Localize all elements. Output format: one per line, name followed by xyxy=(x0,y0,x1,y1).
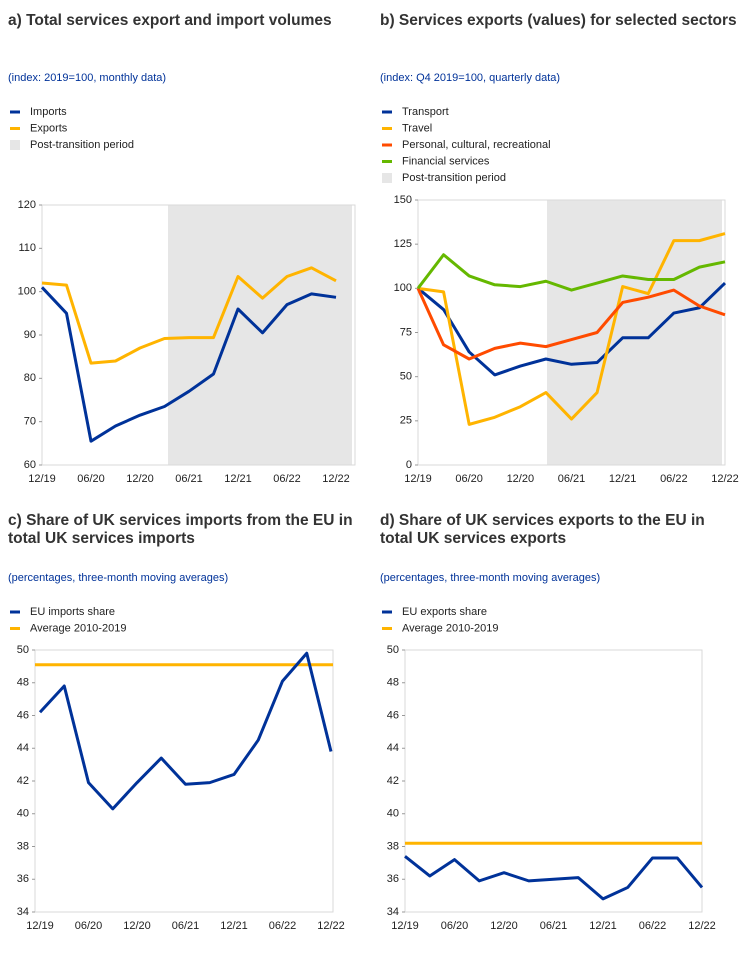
y-tick-label: 60 xyxy=(24,459,36,471)
x-tick-label: 06/22 xyxy=(660,473,688,485)
y-tick-label: 34 xyxy=(387,906,399,918)
x-tick-label: 12/19 xyxy=(28,473,56,485)
series-line xyxy=(416,253,726,292)
y-tick-label: 150 xyxy=(394,194,412,206)
x-tick-label: 12/22 xyxy=(322,473,350,485)
x-tick-label: 12/22 xyxy=(711,473,739,485)
x-tick-label: 06/22 xyxy=(273,473,301,485)
y-tick-label: 80 xyxy=(24,372,36,384)
shaded-region xyxy=(168,205,352,465)
legend-label: Exports xyxy=(30,122,68,134)
y-tick-label: 0 xyxy=(406,459,412,471)
y-tick-label: 125 xyxy=(394,238,412,250)
x-tick-label: 12/20 xyxy=(490,920,518,932)
x-tick-label: 06/21 xyxy=(540,920,568,932)
x-tick-label: 06/22 xyxy=(639,920,667,932)
chart-title: a) Total services export and import volu… xyxy=(8,12,332,29)
y-tick-label: 38 xyxy=(17,840,29,852)
legend-swatch xyxy=(382,173,392,183)
x-tick-label: 06/20 xyxy=(441,920,469,932)
chart-title: b) Services exports (values) for selecte… xyxy=(380,12,737,29)
y-tick-label: 48 xyxy=(387,677,399,689)
x-tick-label: 12/20 xyxy=(126,473,154,485)
x-tick-label: 06/21 xyxy=(558,473,586,485)
series-line xyxy=(40,286,337,443)
series-line xyxy=(404,855,704,901)
x-tick-label: 06/21 xyxy=(172,920,200,932)
chart-subtitle: (percentages, three-month moving average… xyxy=(380,572,601,584)
series-line xyxy=(38,651,333,811)
y-tick-label: 75 xyxy=(400,326,412,338)
y-tick-label: 100 xyxy=(394,282,412,294)
series-line xyxy=(41,266,337,365)
x-tick-label: 12/21 xyxy=(220,920,248,932)
y-tick-label: 34 xyxy=(17,906,29,918)
y-tick-label: 46 xyxy=(17,709,29,721)
chart-subtitle: (index: Q4 2019=100, quarterly data) xyxy=(380,72,561,84)
legend-swatch xyxy=(10,140,20,150)
chart-subtitle: (index: 2019=100, monthly data) xyxy=(8,72,167,84)
x-tick-label: 12/21 xyxy=(589,920,617,932)
legend-label: Personal, cultural, recreational xyxy=(402,139,551,151)
x-tick-label: 06/21 xyxy=(175,473,203,485)
legend-label: EU imports share xyxy=(30,606,115,618)
chart-title: d) Share of UK services exports to the E… xyxy=(380,512,705,547)
legend-label: Post-transition period xyxy=(30,139,134,151)
y-tick-label: 50 xyxy=(387,644,399,656)
legend-label: Average 2010-2019 xyxy=(30,622,126,634)
y-tick-label: 50 xyxy=(400,371,412,383)
y-tick-label: 42 xyxy=(17,775,29,787)
legend-label: Imports xyxy=(30,106,67,118)
chart-subtitle: (percentages, three-month moving average… xyxy=(8,572,229,584)
y-tick-label: 120 xyxy=(18,199,36,211)
shaded-region xyxy=(547,200,722,465)
x-tick-label: 06/20 xyxy=(77,473,105,485)
y-tick-label: 38 xyxy=(387,840,399,852)
y-tick-label: 110 xyxy=(18,242,36,254)
x-tick-label: 06/20 xyxy=(75,920,103,932)
x-tick-label: 06/22 xyxy=(269,920,297,932)
y-tick-label: 44 xyxy=(387,742,399,754)
y-tick-label: 50 xyxy=(17,644,29,656)
y-tick-label: 44 xyxy=(17,742,29,754)
y-tick-label: 42 xyxy=(387,775,399,787)
x-tick-label: 12/21 xyxy=(224,473,252,485)
x-tick-label: 12/19 xyxy=(391,920,419,932)
legend-label: Post-transition period xyxy=(402,172,506,184)
x-tick-label: 06/20 xyxy=(455,473,483,485)
y-tick-label: 40 xyxy=(387,808,399,820)
legend-label: Transport xyxy=(402,106,449,118)
x-tick-label: 12/22 xyxy=(317,920,345,932)
y-tick-label: 46 xyxy=(387,709,399,721)
y-tick-label: 36 xyxy=(17,873,29,885)
x-tick-label: 12/22 xyxy=(688,920,716,932)
legend-label: EU exports share xyxy=(402,606,487,618)
y-tick-label: 100 xyxy=(18,286,36,298)
y-tick-label: 48 xyxy=(17,677,29,689)
series-line xyxy=(417,281,727,377)
x-tick-label: 12/21 xyxy=(609,473,637,485)
legend-label: Travel xyxy=(402,122,432,134)
legend-label: Financial services xyxy=(402,155,490,167)
legend-label: Average 2010-2019 xyxy=(402,622,498,634)
series-line xyxy=(417,232,726,426)
x-tick-label: 12/19 xyxy=(404,473,432,485)
y-tick-label: 70 xyxy=(24,416,36,428)
x-tick-label: 12/20 xyxy=(507,473,535,485)
x-tick-label: 12/19 xyxy=(26,920,54,932)
y-tick-label: 40 xyxy=(17,808,29,820)
y-tick-label: 25 xyxy=(400,415,412,427)
x-tick-label: 12/20 xyxy=(123,920,151,932)
chart-title: c) Share of UK services imports from the… xyxy=(8,512,353,547)
plot-frame xyxy=(404,649,703,913)
y-tick-label: 90 xyxy=(24,329,36,341)
series-line xyxy=(416,287,726,361)
y-tick-label: 36 xyxy=(387,873,399,885)
